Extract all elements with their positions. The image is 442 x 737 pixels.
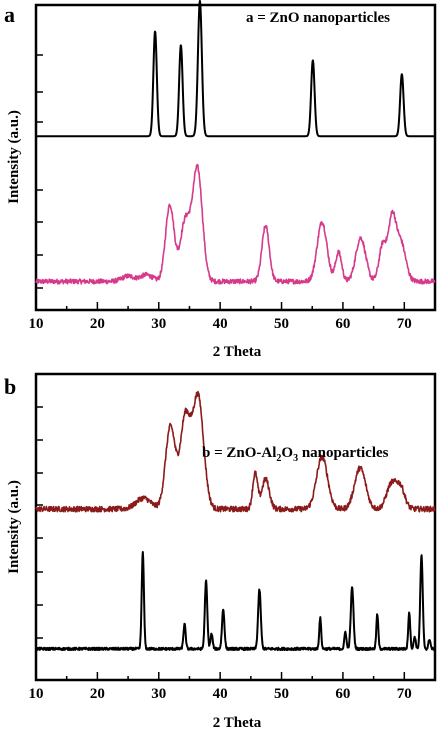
x-tick-label: 10 xyxy=(29,316,44,332)
panel-b-frame xyxy=(34,372,437,682)
x-tick-label: 50 xyxy=(274,686,289,702)
panel-a-frame xyxy=(34,3,437,312)
x-tick-label: 70 xyxy=(397,686,412,702)
x-tick-label: 10 xyxy=(29,686,44,702)
panel-a: a 10 20 30 40 50 60 70 a = ZnO nanoparticles 2… xyxy=(4,0,437,360)
panel-a-ylabel: Intensity (a.u.) xyxy=(6,110,22,204)
panel-a-series-upper xyxy=(35,0,436,138)
x-tick-label: 50 xyxy=(274,316,289,332)
panel-b-series-lower xyxy=(35,550,436,652)
panel-b-series-upper xyxy=(35,390,436,513)
panel-a-ticks: 10 20 30 40 50 60 70 xyxy=(29,302,412,332)
x-tick-label: 40 xyxy=(213,316,228,332)
x-tick-label: 40 xyxy=(213,686,228,702)
panel-a-series-lower xyxy=(35,163,436,285)
x-tick-label: 60 xyxy=(335,316,350,332)
panel-a-y-ticks xyxy=(36,54,43,289)
panel-b-annotation: b = ZnO-Al2O3 nanoparticles xyxy=(202,445,389,464)
panel-b-label: b xyxy=(4,374,16,399)
panel-a-xlabel: 2 Theta xyxy=(213,344,262,360)
x-tick-label: 20 xyxy=(90,686,105,702)
x-tick-label: 60 xyxy=(335,686,350,702)
x-tick-label: 30 xyxy=(151,686,166,702)
x-tick-label: 30 xyxy=(151,316,166,332)
x-tick-label: 70 xyxy=(397,316,412,332)
panel-b-xlabel: 2 Theta xyxy=(213,715,262,731)
panel-b: b 10 20 30 40 50 60 70 b = ZnO-Al2O3 nanoparti… xyxy=(4,372,437,731)
panel-b-ticks: 10 20 30 40 50 60 70 xyxy=(29,672,412,702)
panel-b-ylabel: Intensity (a.u.) xyxy=(6,480,22,574)
panel-a-label: a xyxy=(4,2,15,27)
panel-b-y-ticks xyxy=(36,406,43,639)
x-tick-label: 20 xyxy=(90,316,105,332)
panel-a-annotation: a = ZnO nanoparticles xyxy=(246,10,390,26)
